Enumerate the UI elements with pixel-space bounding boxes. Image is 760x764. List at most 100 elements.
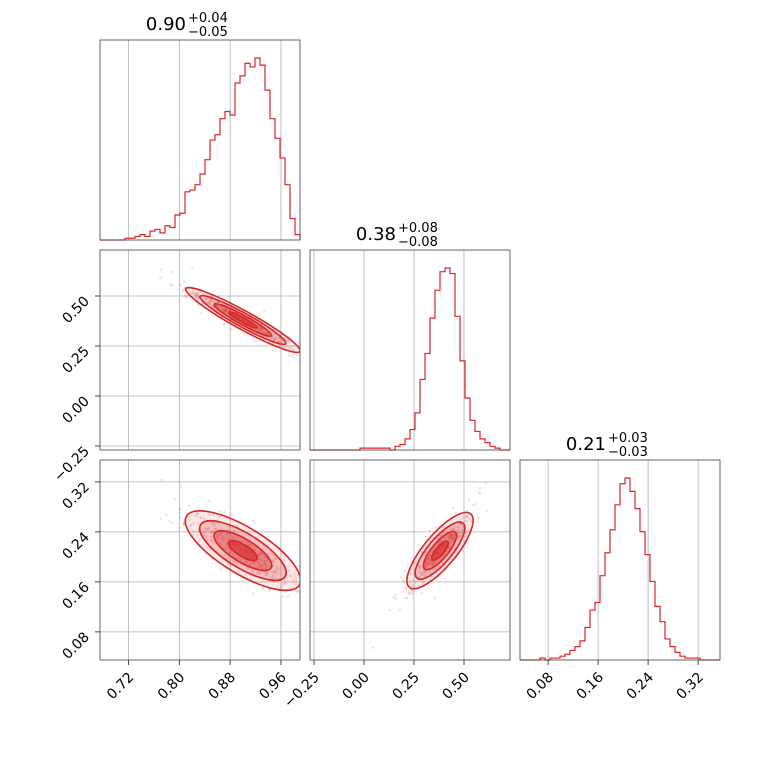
sample-point: [229, 513, 233, 516]
sample-point: [246, 567, 249, 570]
sample-point: [274, 570, 277, 574]
sample-point: [261, 559, 265, 563]
sample-point: [210, 539, 214, 542]
sample-point: [286, 595, 290, 598]
sample-point: [293, 573, 296, 576]
hist-bin-0-21: [205, 160, 210, 240]
sample-point: [206, 526, 210, 530]
sample-point: [194, 296, 198, 300]
sample-point: [179, 283, 183, 287]
sample-point: [452, 526, 456, 529]
hist-bin-0-25: [225, 112, 230, 240]
sample-point: [192, 289, 195, 292]
sample-point: [296, 589, 300, 593]
sample-point: [273, 349, 277, 352]
sample-point: [428, 529, 432, 532]
sample-point: [417, 564, 421, 567]
sample-point: [452, 538, 455, 542]
sample-point: [259, 550, 263, 554]
sample-point: [199, 291, 202, 294]
sample-point: [196, 512, 200, 515]
sample-point: [289, 345, 293, 349]
sample-point: [206, 300, 209, 304]
sample-point: [411, 590, 415, 594]
sample-point: [194, 291, 198, 295]
sample-point: [452, 534, 456, 538]
sample-point: [258, 553, 262, 556]
sample-point: [227, 537, 230, 541]
sample-point: [187, 504, 191, 508]
sample-point: [425, 560, 428, 563]
sample-point: [394, 593, 397, 597]
sample-point: [249, 543, 252, 546]
sample-point: [251, 570, 254, 574]
sample-point: [464, 530, 468, 533]
sample-point: [207, 528, 210, 531]
sample-point: [257, 553, 261, 557]
sample-point: [208, 300, 211, 304]
sample-point: [453, 528, 456, 531]
sample-point: [259, 327, 263, 331]
hist-bin-1-20: [410, 430, 415, 450]
sample-point: [260, 330, 263, 334]
sample-point: [454, 511, 458, 514]
hist-bin-0-33: [265, 90, 270, 240]
sample-point: [274, 337, 278, 341]
sample-point: [427, 555, 430, 559]
sample-point: [185, 296, 188, 299]
sample-point: [413, 581, 417, 584]
sample-point: [209, 300, 212, 303]
sample-point: [190, 292, 194, 296]
hist-bin-2-18: [610, 530, 615, 660]
sample-point: [410, 589, 414, 592]
sample-point: [205, 535, 208, 539]
scatter-panel-0-1-border: [99, 249, 301, 451]
sample-point: [192, 522, 195, 525]
scatter-panel-0-1-bg: [100, 250, 300, 450]
sample-point: [225, 308, 229, 311]
sample-point: [263, 310, 266, 313]
hist-bin-0-18: [190, 190, 195, 240]
sample-point: [457, 534, 461, 538]
sample-point: [421, 581, 425, 585]
sample-point: [266, 572, 269, 576]
sample-point: [436, 536, 440, 540]
sample-point: [422, 580, 425, 583]
sample-point: [210, 531, 214, 534]
sample-point: [258, 557, 261, 561]
sample-point: [399, 576, 403, 579]
sample-point: [218, 304, 221, 308]
sample-point: [408, 591, 412, 595]
hist-bin-2-27: [655, 606, 660, 660]
hist-bin-1-19: [405, 439, 410, 450]
hist-bin-0-19: [195, 185, 200, 240]
hist-bin-1-24: [430, 318, 435, 450]
sample-point: [237, 570, 241, 574]
sample-point: [291, 581, 295, 584]
hist-bin-2-30: [670, 647, 675, 660]
sample-point: [417, 575, 421, 579]
sample-point: [224, 309, 228, 313]
sample-point: [241, 533, 245, 536]
sample-point: [292, 348, 296, 352]
sample-point: [428, 553, 432, 556]
sample-point: [277, 340, 281, 344]
hist-bin-0-32: [260, 65, 265, 240]
sample-point: [194, 515, 197, 518]
sample-point: [192, 529, 195, 533]
sample-point: [433, 596, 437, 600]
sample-point: [216, 537, 220, 540]
sample-point: [257, 566, 261, 569]
sample-point: [420, 591, 424, 595]
scatter-panel-0-2-border: [99, 459, 301, 661]
sample-point: [449, 539, 453, 542]
sample-point: [420, 550, 423, 553]
sample-point: [392, 596, 396, 599]
sample-point: [210, 304, 214, 308]
contour-level-3: [430, 540, 450, 561]
x-tick-label-2-2: 0.24: [624, 669, 657, 702]
sample-point: [280, 585, 284, 588]
sample-point: [224, 308, 227, 312]
sample-point: [222, 553, 225, 557]
